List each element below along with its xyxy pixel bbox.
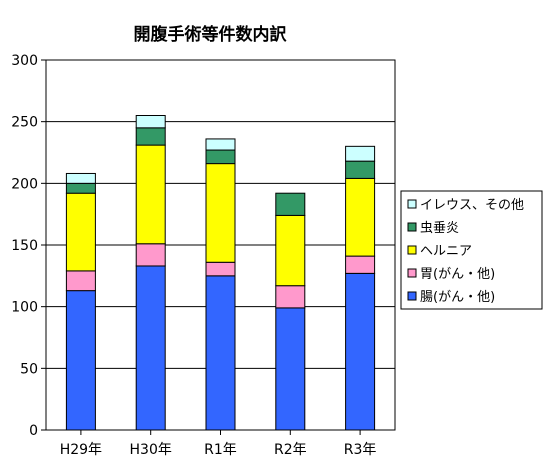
legend-swatch	[407, 291, 417, 301]
x-tick-label: H30年	[130, 442, 172, 458]
legend-swatch	[407, 222, 417, 232]
axes-layer: 0 50 100 150 200 250 300 H29年 H30年 R1年 R2年 R3年	[11, 53, 396, 458]
y-tick-label: 250	[11, 115, 38, 131]
bar-segment	[205, 275, 236, 431]
bar-segment	[65, 192, 96, 272]
bar-segment	[345, 255, 376, 274]
bar-segment	[345, 177, 376, 257]
bar-segment	[65, 172, 96, 184]
bar-segment	[345, 145, 376, 162]
bar-segment	[275, 285, 306, 309]
bar-segment	[345, 160, 376, 179]
y-tick-label: 50	[20, 361, 38, 377]
bar-segment	[275, 192, 306, 216]
legend-swatch	[407, 245, 417, 255]
bar-segment	[65, 182, 96, 194]
x-tick-label: H29年	[60, 442, 102, 458]
y-tick-label: 100	[11, 300, 38, 316]
bar-segment	[135, 127, 166, 146]
legend-swatch	[407, 268, 417, 278]
legend-swatch	[407, 199, 417, 209]
bar-segment	[205, 138, 236, 151]
legend-label: イレウス、その他	[420, 198, 524, 213]
legend-box	[400, 190, 543, 310]
legend-label: 腸(がん・他)	[420, 290, 495, 305]
bar-segment	[275, 307, 306, 431]
bar-segment	[135, 115, 166, 129]
bar-segment	[65, 270, 96, 292]
bar-segment	[205, 149, 236, 165]
y-tick-label: 0	[29, 423, 38, 439]
bars-layer	[65, 115, 376, 431]
y-tick-label: 200	[11, 176, 38, 192]
bar-segment	[135, 265, 166, 431]
y-tick-label: 150	[11, 238, 38, 254]
x-tick-label: R1年	[204, 442, 237, 458]
bar-segment	[135, 243, 166, 267]
x-tick-label: R2年	[274, 442, 307, 458]
x-tick-label: R3年	[344, 442, 377, 458]
bar-segment	[205, 163, 236, 263]
bar-segment	[275, 214, 306, 287]
y-tick-label: 300	[11, 53, 38, 69]
bar-segment	[135, 144, 166, 245]
bar-segment	[345, 272, 376, 431]
legend-label: 胃(がん・他)	[420, 267, 495, 282]
bar-segment	[65, 290, 96, 431]
chart-title: 開腹手術等件数内訳	[134, 24, 288, 45]
legend-label: 虫垂炎	[420, 221, 459, 236]
legend-label: ヘルニア	[420, 244, 472, 259]
bar-segment	[205, 261, 236, 277]
